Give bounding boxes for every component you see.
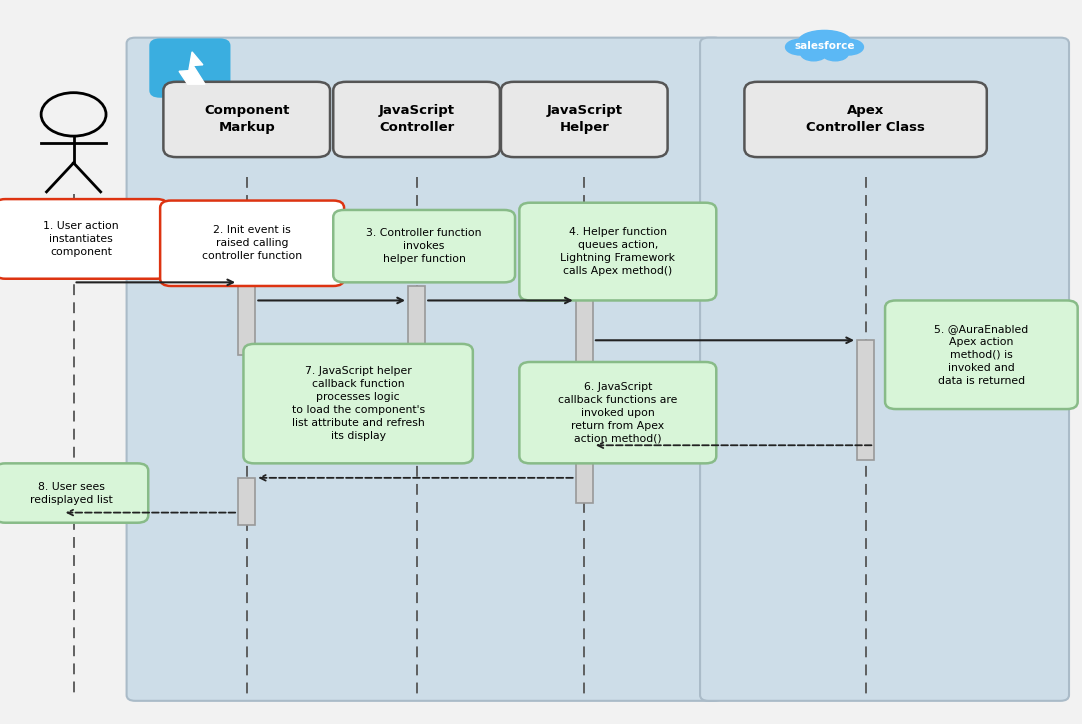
Ellipse shape xyxy=(822,46,848,61)
Text: 1. User action
instantiates
component: 1. User action instantiates component xyxy=(43,221,119,257)
FancyBboxPatch shape xyxy=(501,82,668,157)
Text: 5. @AuraEnabled
Apex action
method() is
invoked and
data is returned: 5. @AuraEnabled Apex action method() is … xyxy=(934,324,1029,386)
FancyBboxPatch shape xyxy=(160,201,344,286)
Text: 6. JavaScript
callback functions are
invoked upon
return from Apex
action method: 6. JavaScript callback functions are inv… xyxy=(558,382,677,444)
FancyBboxPatch shape xyxy=(576,282,593,445)
FancyBboxPatch shape xyxy=(519,203,716,300)
FancyBboxPatch shape xyxy=(238,282,255,355)
FancyBboxPatch shape xyxy=(0,463,148,523)
FancyBboxPatch shape xyxy=(333,82,500,157)
Text: JavaScript
Helper: JavaScript Helper xyxy=(546,104,622,135)
Text: salesforce: salesforce xyxy=(794,41,855,51)
Text: 8. User sees
redisplayed list: 8. User sees redisplayed list xyxy=(30,481,113,505)
Ellipse shape xyxy=(799,30,850,52)
FancyBboxPatch shape xyxy=(127,38,723,701)
Ellipse shape xyxy=(801,46,827,61)
FancyBboxPatch shape xyxy=(149,38,230,98)
Text: Component
Markup: Component Markup xyxy=(204,104,289,135)
FancyBboxPatch shape xyxy=(163,82,330,157)
FancyBboxPatch shape xyxy=(857,340,874,460)
Text: Apex
Controller Class: Apex Controller Class xyxy=(806,104,925,135)
Ellipse shape xyxy=(833,39,863,55)
Polygon shape xyxy=(179,52,206,84)
Text: JavaScript
Controller: JavaScript Controller xyxy=(379,104,454,135)
Text: 4. Helper function
queues action,
Lightning Framework
calls Apex method(): 4. Helper function queues action, Lightn… xyxy=(560,227,675,276)
FancyBboxPatch shape xyxy=(519,362,716,463)
FancyBboxPatch shape xyxy=(576,463,593,503)
FancyBboxPatch shape xyxy=(243,344,473,463)
FancyBboxPatch shape xyxy=(238,478,255,525)
FancyBboxPatch shape xyxy=(744,82,987,157)
FancyBboxPatch shape xyxy=(408,286,425,355)
FancyBboxPatch shape xyxy=(0,199,168,279)
FancyBboxPatch shape xyxy=(885,300,1078,409)
Text: User: User xyxy=(54,206,93,222)
FancyBboxPatch shape xyxy=(333,210,515,282)
FancyBboxPatch shape xyxy=(700,38,1069,701)
Text: 2. Init event is
raised calling
controller function: 2. Init event is raised calling controll… xyxy=(202,225,302,261)
Ellipse shape xyxy=(786,39,816,55)
Text: 3. Controller function
invokes
helper function: 3. Controller function invokes helper fu… xyxy=(367,228,481,264)
Text: 7. JavaScript helper
callback function
processes logic
to load the component's
l: 7. JavaScript helper callback function p… xyxy=(291,366,425,441)
